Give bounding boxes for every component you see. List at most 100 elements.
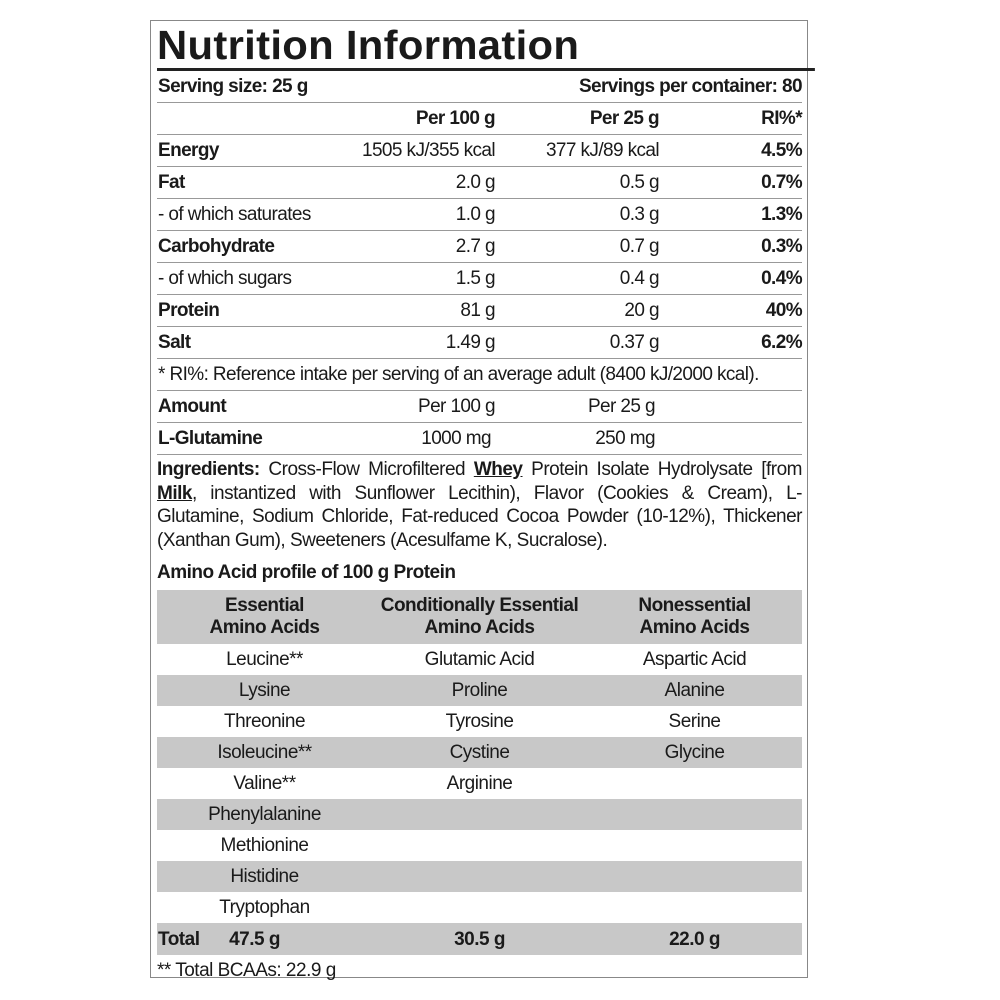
amino-cell: Histidine	[157, 861, 372, 892]
nutrient-name: Salt	[158, 332, 191, 353]
nutrient-name: Protein	[158, 300, 220, 321]
amino-cell: Isoleucine**	[157, 737, 372, 768]
amino-cell	[372, 892, 587, 923]
serving-size: Serving size: 25 g	[158, 76, 308, 97]
header-line: Essential	[225, 595, 304, 616]
nutrient-per100: 2.0 g	[455, 172, 496, 193]
amino-row: Threonine Tyrosine Serine	[157, 706, 802, 737]
amino-title: Amino Acid profile of 100 g Protein	[157, 562, 456, 583]
nutrient-row: Energy 1505 kJ/355 kcal 377 kJ/89 kcal 4…	[157, 135, 803, 167]
amino-cell: Cystine	[372, 737, 587, 768]
amino-cell: Alanine	[587, 675, 802, 706]
ri-note: * RI%: Reference intake per serving of a…	[157, 359, 802, 391]
header-per25: Per 25 g	[589, 108, 660, 129]
amino-cell	[587, 861, 802, 892]
allergen-milk: Milk	[157, 482, 192, 504]
amino-cell: Leucine**	[226, 649, 303, 670]
amino-row: Lysine Proline Alanine	[157, 675, 802, 706]
allergen-whey: Whey	[473, 459, 523, 480]
amino-cell	[587, 830, 802, 861]
glutamine-per25: 250 mg	[595, 428, 655, 449]
total-value: 47.5 g	[229, 928, 280, 950]
glutamine-name: L-Glutamine	[158, 428, 263, 449]
nutrient-per25: 0.37 g	[609, 332, 660, 353]
nutrient-per25: 0.4 g	[619, 268, 660, 289]
total-label: Total	[158, 928, 200, 950]
nutrient-ri: 4.5%	[761, 140, 803, 161]
amino-cell	[372, 799, 587, 830]
nutrient-ri: 0.7%	[761, 172, 803, 193]
nutrient-per25: 0.7 g	[619, 236, 660, 257]
nutrient-row: Salt 1.49 g 0.37 g 6.2%	[157, 327, 803, 359]
amino-row: Phenylalanine	[157, 799, 802, 830]
amino-row: Histidine	[157, 861, 802, 892]
nutrient-name: - of which sugars	[158, 268, 292, 289]
amino-cell: Valine**	[233, 773, 296, 794]
total-conditional: 30.5 g	[372, 923, 587, 955]
nutrient-per100: 1505 kJ/355 kcal	[362, 140, 496, 161]
ingredients: Ingredients: Cross-Flow Microfiltered Wh…	[157, 455, 803, 558]
nutrient-row: Fat 2.0 g 0.5 g 0.7%	[157, 167, 803, 199]
amino-cell	[587, 799, 802, 830]
nutrient-per25: 0.5 g	[619, 172, 660, 193]
amino-cell: Aspartic Acid	[642, 649, 747, 670]
nutrient-name: Fat	[158, 172, 185, 193]
bcaa-note: ** Total BCAAs: 22.9 g	[157, 960, 336, 981]
ingredients-text: Protein Isolate Hydrolysate [from	[522, 459, 802, 480]
header-ri: RI%*	[761, 108, 802, 129]
ingredients-text: , instantized with Sunflower Lecithin), …	[157, 482, 803, 551]
nutrient-ri: 6.2%	[761, 332, 803, 353]
servings-per-container: Servings per container: 80	[578, 76, 803, 97]
glutamine-per100: 1000 mg	[421, 428, 491, 449]
amino-row: Isoleucine** Cystine Glycine	[157, 737, 802, 768]
nutrient-per100: 1.49 g	[445, 332, 496, 353]
serving-row: Serving size: 25 g Servings per containe…	[157, 71, 803, 103]
amino-cell	[372, 830, 587, 861]
nutrient-ri: 0.3%	[761, 236, 803, 257]
header-line: Conditionally Essential	[380, 595, 579, 616]
amino-row: Tryptophan	[157, 892, 802, 923]
header-line: Amino Acids	[209, 617, 320, 638]
amino-cell	[372, 861, 587, 892]
amino-row: Methionine	[157, 830, 802, 861]
nutrient-row: - of which saturates 1.0 g 0.3 g 1.3%	[157, 199, 803, 231]
nutrient-ri: 0.4%	[761, 268, 803, 289]
amino-column-header: Essential Amino Acids	[157, 590, 372, 644]
nutrition-label: Nutrition Information Serving size: 25 g…	[150, 20, 815, 981]
nutrient-per100: 81 g	[460, 300, 495, 321]
nutrient-per100: 1.0 g	[455, 204, 496, 225]
amino-cell	[587, 892, 802, 923]
amount-label: Amount	[158, 396, 227, 417]
total-nonessential: 22.0 g	[587, 923, 802, 955]
header-line: Nonessential	[638, 595, 751, 616]
nutrient-row: Protein 81 g 20 g 40%	[157, 295, 803, 327]
amino-row: Leucine** Glutamic Acid Aspartic Acid	[157, 644, 802, 675]
amount-per100: Per 100 g	[418, 396, 496, 417]
nutrient-row: - of which sugars 1.5 g 0.4 g 0.4%	[157, 263, 803, 295]
amino-cell: Glycine	[587, 737, 802, 768]
amino-cell: Tryptophan	[219, 897, 310, 918]
nutrient-ri: 1.3%	[761, 204, 803, 225]
amino-column-header: Conditionally Essential Amino Acids	[372, 590, 587, 644]
amino-table: Essential Amino Acids Conditionally Essent…	[157, 590, 802, 955]
nutrient-per100: 1.5 g	[455, 268, 496, 289]
nutrient-per25: 0.3 g	[619, 204, 660, 225]
amino-cell: Proline	[372, 675, 587, 706]
nutrient-row: Carbohydrate 2.7 g 0.7 g 0.3%	[157, 231, 803, 263]
total-row: Total 47.5 g 30.5 g 22.0 g	[157, 923, 802, 955]
amino-column-header: Nonessential Amino Acids	[587, 590, 802, 644]
nutrient-name: Energy	[158, 140, 219, 161]
total-essential: Total 47.5 g	[157, 923, 372, 955]
amount-row: Amount Per 100 g Per 25 g	[157, 391, 802, 423]
amino-cell: Lysine	[157, 675, 372, 706]
nutrient-per25: 20 g	[624, 300, 659, 321]
nutrient-name: Carbohydrate	[158, 236, 275, 257]
page-title: Nutrition Information	[157, 21, 815, 71]
header-line: Amino Acids	[639, 617, 750, 638]
header-line: Amino Acids	[424, 617, 535, 638]
column-headers: Per 100 g Per 25 g RI%*	[157, 103, 803, 135]
nutrient-name: - of which saturates	[158, 204, 311, 225]
glutamine-row: L-Glutamine 1000 mg 250 mg	[157, 423, 802, 455]
amino-row: Valine** Arginine	[157, 768, 802, 799]
amino-cell: Tyrosine	[445, 711, 514, 732]
